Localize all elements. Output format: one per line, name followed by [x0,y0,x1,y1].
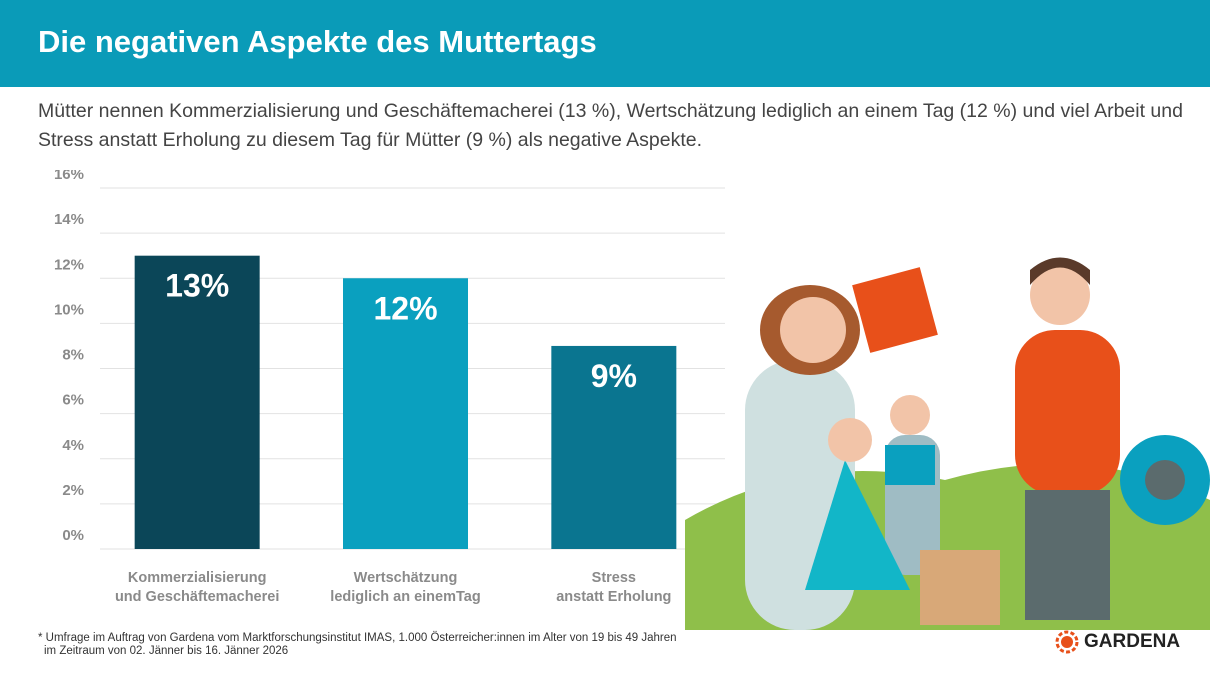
paper-bag-icon [920,550,1000,625]
category-label: Stress [592,570,636,586]
footnote-line-2: im Zeitraum von 02. Jänner bis 16. Jänne… [44,645,289,657]
data-label: 9% [591,358,637,394]
y-tick-label: 0% [62,527,84,544]
gardena-sun-icon [1055,630,1079,654]
subtitle: Mütter nennen Kommerzialisierung und Ges… [38,100,1183,151]
y-tick-label: 6% [62,392,84,409]
mother-face [780,297,846,363]
bar [343,278,468,549]
logo-text: GARDENA [1084,631,1181,652]
category-label: Kommerzialisierung [128,570,267,586]
bar-chart: 0% 2% 4% 6% 8% 10% 12% 14% 16% 13% Kommerzialisier… [54,170,725,605]
shopping-bag-icon [852,267,938,353]
category-label: lediglich an einemTag [330,589,480,605]
footnote-line-1: * Umfrage im Auftrag von Gardena vom Mar… [38,632,677,644]
bar [134,255,260,549]
y-tick-label: 2% [62,482,84,499]
y-tick-label: 8% [62,347,84,364]
data-label: 13% [165,268,229,304]
footnote: * Umfrage im Auftrag von Gardena vom Mar… [38,632,677,658]
y-tick-label: 12% [54,256,84,273]
header-bar: Die negativen Aspekte des Muttertags [0,0,1210,87]
family-illustration [685,257,1210,630]
bar [551,345,677,549]
category-label: anstatt Erholung [556,589,671,605]
girl-figure [805,460,910,590]
y-tick-label: 14% [54,211,84,228]
gardena-logo: GARDENA [1055,630,1180,654]
page-title: Die negativen Aspekte des Muttertags [38,24,597,59]
data-label: 12% [373,290,437,326]
y-tick-label: 10% [54,301,84,318]
y-tick-label: 16% [54,170,84,183]
father-figure [1015,330,1120,495]
category-label: und Geschäftemacherei [115,589,279,605]
y-tick-label: 4% [62,437,84,454]
category-label: Wertschätzung [354,570,458,586]
